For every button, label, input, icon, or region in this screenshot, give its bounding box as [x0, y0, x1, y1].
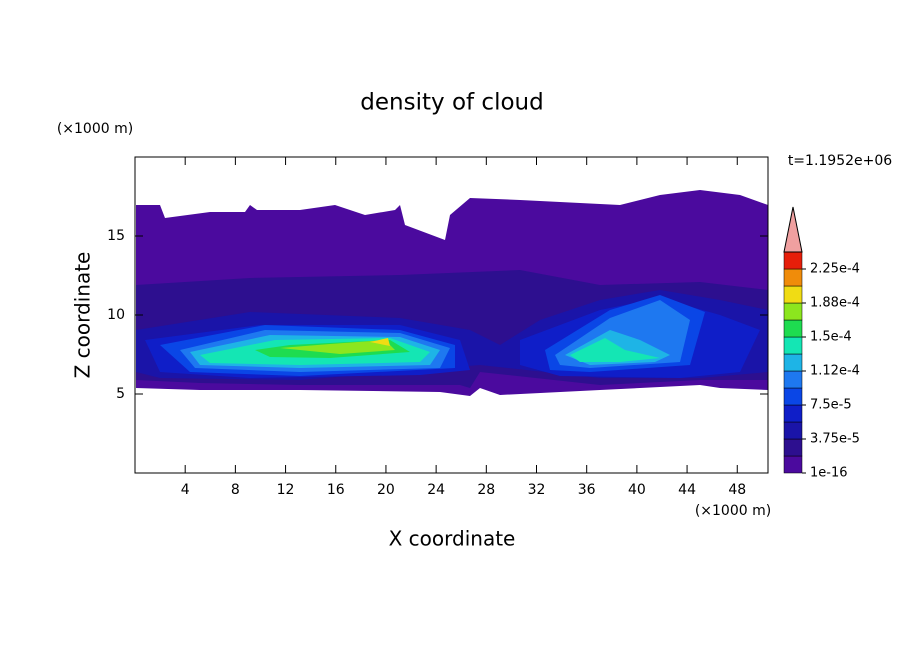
- y-axis-label: Z coordinate: [71, 252, 95, 379]
- x-unit: (×1000 m): [695, 503, 771, 519]
- x-tick-label: 20: [377, 482, 395, 498]
- contour-region: [280, 340, 395, 354]
- colorbar-band: [783, 370, 803, 389]
- colorbar-band: [783, 438, 803, 457]
- colorbar-band: [783, 455, 803, 474]
- colorbar-band: [783, 336, 803, 355]
- colorbar-label: 1.12e-4: [810, 364, 860, 379]
- x-tick-label: 24: [427, 482, 445, 498]
- time-label: t=1.1952e+06: [788, 153, 892, 169]
- contour-region: [370, 338, 390, 346]
- colorbar-label: 7.5e-5: [810, 398, 852, 413]
- colorbar-band: [783, 302, 803, 321]
- colorbar-label: 2.25e-4: [810, 262, 860, 277]
- x-tick-label: 48: [728, 482, 746, 498]
- x-tick-label: 32: [528, 482, 546, 498]
- colorbar-band: [783, 404, 803, 423]
- x-tick-label: 28: [477, 482, 495, 498]
- y-tick-label: 5: [116, 386, 125, 402]
- colorbar-over: [783, 206, 803, 253]
- colorbar-band: [783, 285, 803, 304]
- x-tick-label: 44: [678, 482, 696, 498]
- colorbar-label: 1e-16: [810, 466, 848, 481]
- y-tick-label: 10: [107, 307, 125, 323]
- colorbar-label: 1.5e-4: [810, 330, 852, 345]
- x-tick-label: 36: [578, 482, 596, 498]
- x-tick-label: 40: [628, 482, 646, 498]
- colorbar-band: [783, 268, 803, 287]
- colorbar-band: [783, 251, 803, 270]
- colorbar-band: [783, 319, 803, 338]
- y-unit: (×1000 m): [57, 121, 133, 137]
- y-tick-label: 15: [107, 228, 125, 244]
- x-tick-label: 12: [277, 482, 295, 498]
- colorbar-band: [783, 421, 803, 440]
- x-tick-label: 4: [181, 482, 190, 498]
- colorbar-band: [783, 387, 803, 406]
- x-tick-label: 16: [327, 482, 345, 498]
- colorbar-label: 1.88e-4: [810, 296, 860, 311]
- colorbar-label: 3.75e-5: [810, 432, 860, 447]
- colorbar-band: [783, 353, 803, 372]
- chart-title: density of cloud: [360, 90, 543, 116]
- x-axis-label: X coordinate: [389, 527, 516, 551]
- x-tick-label: 8: [231, 482, 240, 498]
